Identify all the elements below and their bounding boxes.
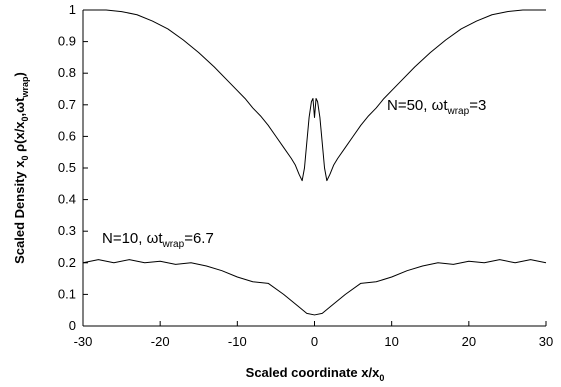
plot-background	[83, 10, 546, 326]
y-axis-title: Scaled Density x0 ρ(x/x0,ωtwrap)	[12, 72, 30, 264]
y-tick-label: 0.1	[58, 286, 76, 301]
series-line-0	[83, 9, 546, 182]
y-axis-ticks: 0 0.1 0.2 0.3 0.4 0.5 0.6 0.7 0.8 0.9 1	[58, 2, 88, 333]
annotation-n50-sub: wrap	[447, 106, 470, 117]
y-axis-title-part-5: wrap	[20, 76, 30, 99]
x-axis-ticks: -30 -20 -10 0 10 20 30	[74, 321, 553, 349]
y-axis-title-part-4: ,ωt	[12, 97, 27, 117]
series-layer	[82, 9, 547, 316]
y-axis-title-part-0: Scaled Density x	[12, 160, 27, 264]
y-axis-title-part-1: 0	[20, 156, 30, 161]
x-tick-label: -30	[74, 334, 93, 349]
y-tick-label: 0.5	[58, 160, 76, 175]
x-tick-label: 20	[462, 334, 476, 349]
y-axis-title-part-6: )	[12, 72, 27, 76]
y-tick-label: 0.7	[58, 97, 76, 112]
x-tick-label: 30	[539, 334, 553, 349]
annotation-n50-tail: =3	[469, 97, 486, 114]
series-line-1	[82, 259, 547, 316]
x-tick-label: 10	[384, 334, 398, 349]
y-tick-label: 0.6	[58, 128, 76, 143]
x-tick-label: -20	[151, 334, 170, 349]
y-tick-label: 0.4	[58, 192, 76, 207]
annotation-n10-main: N=10, ωt	[102, 230, 163, 247]
x-axis-title-main: Scaled coordinate x/x	[246, 365, 380, 380]
annotation-n10: N=10, ωtwrap=6.7	[102, 230, 214, 250]
annotation-n10-sub: wrap	[162, 239, 185, 250]
y-tick-label: 0	[69, 318, 76, 333]
y-axis-title-part-3: 0	[20, 116, 30, 121]
y-tick-label: 1	[69, 2, 76, 17]
annotation-n10-tail: =6.7	[184, 230, 214, 247]
y-tick-label: 0.8	[58, 65, 76, 80]
x-tick-label: -10	[228, 334, 247, 349]
annotation-n50-main: N=50, ωt	[387, 97, 448, 114]
plot-area	[82, 10, 546, 327]
x-axis-title: Scaled coordinate x/x0	[246, 365, 385, 383]
y-axis-title-part-2: ρ(x/x	[12, 121, 27, 156]
y-tick-label: 0.3	[58, 223, 76, 238]
x-tick-label: 0	[311, 334, 318, 349]
annotation-n50: N=50, ωtwrap=3	[387, 97, 486, 117]
y-tick-label: 0.9	[58, 34, 76, 49]
y-tick-label: 0.2	[58, 255, 76, 270]
x-axis-title-sub: 0	[379, 373, 384, 383]
